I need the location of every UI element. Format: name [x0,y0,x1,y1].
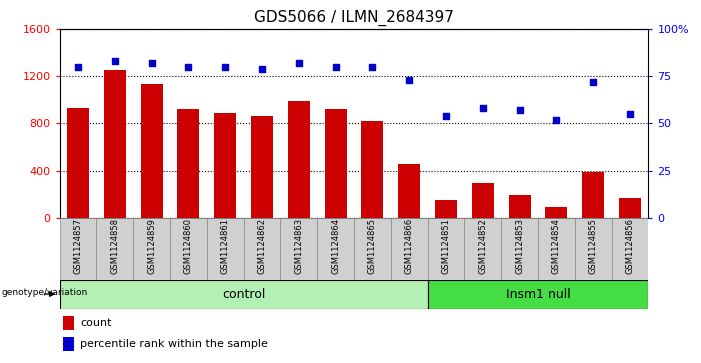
Bar [67,108,89,218]
Bar [60,280,428,309]
Point [109,58,121,64]
Bar [60,218,96,280]
Text: GSM1124854: GSM1124854 [552,218,561,273]
Point [551,117,562,123]
Bar [140,85,163,218]
Bar [583,172,604,218]
Text: GSM1124863: GSM1124863 [294,217,304,274]
Text: GSM1124865: GSM1124865 [368,217,377,274]
Point [625,111,636,117]
Text: percentile rank within the sample: percentile rank within the sample [80,339,268,349]
Text: GSM1124864: GSM1124864 [331,217,340,274]
Point [293,60,304,66]
Bar [619,198,641,218]
Text: GSM1124866: GSM1124866 [404,217,414,274]
Point [514,107,525,113]
Bar [133,218,170,280]
Title: GDS5066 / ILMN_2684397: GDS5066 / ILMN_2684397 [254,10,454,26]
Bar [538,218,575,280]
Bar [325,109,347,218]
Point [330,64,341,70]
Text: count: count [80,318,111,328]
Point [477,105,489,111]
Bar [62,337,74,351]
Bar [509,195,531,218]
Text: GSM1124858: GSM1124858 [110,217,119,274]
Text: GSM1124855: GSM1124855 [589,218,598,273]
Bar [62,315,74,330]
Bar [244,218,280,280]
Point [257,66,268,72]
Text: GSM1124857: GSM1124857 [74,217,83,274]
Bar [170,218,207,280]
Bar [575,218,612,280]
Text: GSM1124851: GSM1124851 [442,218,451,273]
Bar [465,218,501,280]
Point [440,113,451,119]
Text: genotype/variation: genotype/variation [1,288,88,297]
Text: GSM1124862: GSM1124862 [257,217,266,274]
Point [367,64,378,70]
Bar [362,121,383,218]
Bar [317,218,354,280]
Bar [177,109,200,218]
Point [587,79,599,85]
Bar [354,218,391,280]
Bar [435,200,457,218]
Bar [251,116,273,218]
Text: Insm1 null: Insm1 null [505,287,571,301]
Bar [428,280,648,309]
Bar [207,218,244,280]
Bar [545,207,568,218]
Bar [97,218,133,280]
Text: GSM1124859: GSM1124859 [147,218,156,273]
Point [146,60,157,66]
Text: control: control [222,287,265,301]
Bar [104,70,126,218]
Bar [398,163,420,218]
Text: GSM1124861: GSM1124861 [221,217,230,274]
Point [183,64,194,70]
Point [219,64,231,70]
Bar [472,183,494,218]
Text: GSM1124852: GSM1124852 [478,218,487,273]
Text: GSM1124860: GSM1124860 [184,217,193,274]
Bar [288,101,310,218]
Text: GSM1124856: GSM1124856 [625,217,634,274]
Point [404,77,415,83]
Bar [391,218,428,280]
Text: GSM1124853: GSM1124853 [515,217,524,274]
Point [72,64,83,70]
Bar [215,113,236,218]
Bar [280,218,318,280]
Bar [612,218,648,280]
Bar [428,218,465,280]
Bar [501,218,538,280]
